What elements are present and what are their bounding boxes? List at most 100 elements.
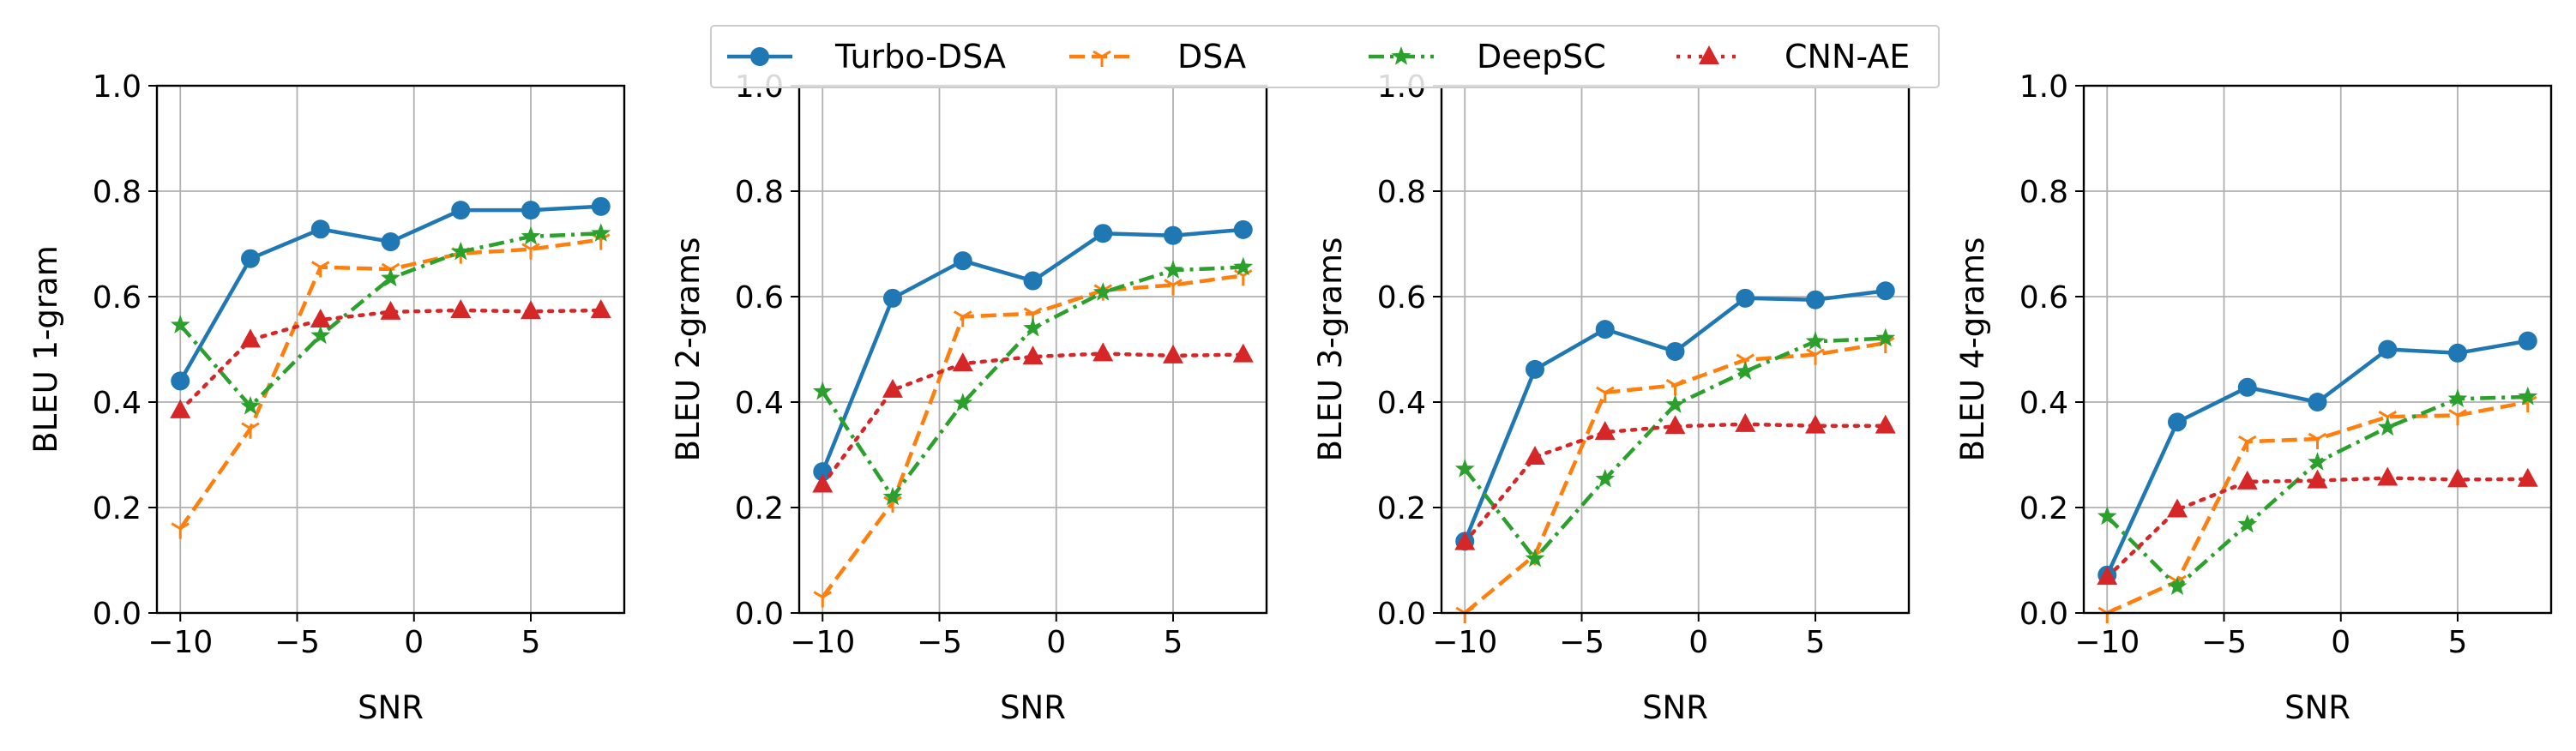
data-point-deepsc [591,223,611,242]
data-point-cnn-ae [170,399,191,418]
data-point-deepsc [310,325,331,345]
data-point-turbo-dsa [2518,331,2537,351]
legend-label-cnn-ae: CNN-AE [1785,38,1910,75]
data-point-deepsc [381,267,400,287]
data-point-dsa [813,591,833,608]
data-point-dsa [1164,279,1183,296]
data-point-turbo-dsa [2168,412,2187,432]
data-point-deepsc [1525,548,1545,568]
data-point-cnn-ae [310,309,331,328]
data-point-turbo-dsa [171,371,190,391]
data-point-deepsc [1805,331,1826,350]
data-point-turbo-dsa [813,462,833,482]
data-point-turbo-dsa [1526,359,1544,379]
series-group [1454,281,1896,623]
x-axis-label: SNR [1642,689,1708,726]
data-point-deepsc [521,225,541,245]
data-point-turbo-dsa [310,219,330,239]
series-line-dsa [178,237,602,530]
y-tick-label: 0.6 [93,280,141,315]
data-point-cnn-ae [521,300,541,320]
data-point-turbo-dsa [1875,281,1895,301]
x-tick-label: −10 [790,625,855,660]
y-tick-label: 0.8 [93,175,141,210]
x-tick-label: 0 [1688,625,1708,660]
data-point-turbo-dsa [2378,339,2398,359]
data-point-turbo-dsa [451,201,471,220]
data-point-cnn-ae [1735,412,1756,432]
data-point-deepsc [1454,459,1475,478]
y-tick-label: 1.0 [93,69,141,105]
data-point-cnn-ae [1454,531,1476,550]
data-point-deepsc [2377,417,2398,436]
data-point-turbo-dsa [591,196,611,216]
y-axis-label: BLEU 4-grams [1954,237,1991,462]
x-tick-label: 0 [1046,625,1066,660]
data-point-deepsc [882,486,903,506]
data-point-dsa [310,261,330,278]
data-point-dsa [2308,432,2327,450]
data-point-deepsc [240,395,261,415]
data-point-turbo-dsa [883,288,902,308]
data-point-dsa [953,310,972,327]
data-point-deepsc [170,315,190,333]
legend-marker-cnn-ae [1699,45,1719,64]
data-point-turbo-dsa [1093,224,1113,243]
data-point-cnn-ae [2097,566,2118,586]
data-point-dsa [171,522,190,539]
series-line-cnn-ae [1463,422,1888,544]
data-point-turbo-dsa [1164,225,1183,245]
data-point-cnn-ae [1092,342,1114,362]
data-point-deepsc [1595,468,1616,488]
x-tick-label: −10 [2074,625,2140,660]
data-point-cnn-ae [1525,445,1545,465]
x-tick-label: 5 [1806,625,1826,660]
data-point-turbo-dsa [381,232,400,252]
data-point-cnn-ae [1805,414,1826,434]
data-point-cnn-ae [2377,466,2398,486]
series-group [170,196,611,539]
y-axis-label: BLEU 1-gram [27,245,64,454]
data-point-dsa [1665,379,1685,396]
data-point-deepsc [1233,256,1254,276]
data-point-dsa [1595,386,1615,403]
x-axis-label: SNR [1000,689,1066,726]
x-tick-label: 5 [1164,625,1183,660]
data-point-turbo-dsa [2237,377,2257,397]
data-point-turbo-dsa [2448,343,2467,363]
axes-frame [155,84,626,615]
data-point-cnn-ae [1664,415,1686,435]
data-point-cnn-ae [1232,343,1254,363]
y-tick-label: 0.4 [735,386,784,421]
data-point-cnn-ae [1022,345,1044,365]
data-point-turbo-dsa [1595,320,1615,339]
x-tick-label: −5 [2201,625,2247,660]
x-tick-label: 0 [2331,625,2350,660]
y-tick-label: 0.6 [2019,280,2068,315]
y-tick-label: 0.8 [735,175,784,210]
x-axis-label: SNR [358,689,424,726]
y-tick-label: 0.6 [1377,280,1426,315]
data-point-deepsc [1875,327,1896,347]
y-tick-label: 0.4 [2019,386,2068,421]
data-point-cnn-ae [1163,344,1183,363]
data-point-dsa [241,422,260,439]
legend-marker-turbo-dsa [750,47,769,66]
y-tick-label: 0.0 [735,597,784,632]
y-tick-label: 1.0 [2019,69,2068,105]
data-point-cnn-ae [812,473,834,493]
data-point-dsa [1806,348,1825,365]
data-point-deepsc [812,381,833,400]
data-point-turbo-dsa [2308,393,2327,412]
y-tick-label: 0.8 [2019,175,2068,210]
data-point-cnn-ae [2517,467,2538,487]
data-point-cnn-ae [952,352,973,372]
data-point-cnn-ae [240,328,261,348]
data-point-cnn-ae [450,298,472,318]
legend: Turbo-DSA DSA DeepSC CNN-AE [710,25,1940,88]
data-point-cnn-ae [2307,469,2328,489]
y-tick-label: 0.2 [1377,491,1426,526]
data-point-deepsc [1023,317,1043,337]
